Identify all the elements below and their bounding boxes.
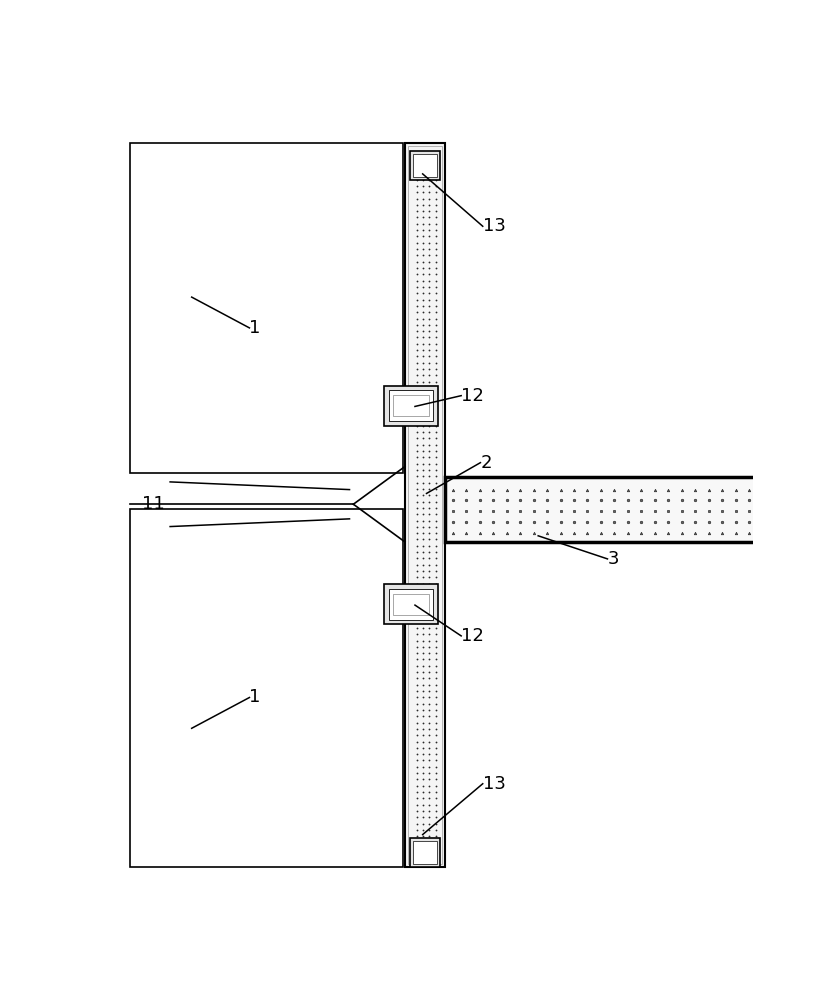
Text: 12: 12 xyxy=(461,627,484,645)
Bar xyxy=(130,509,404,867)
Bar xyxy=(445,477,769,542)
Bar xyxy=(388,390,434,421)
Bar xyxy=(384,386,438,426)
Bar xyxy=(393,594,429,615)
Bar xyxy=(130,143,404,473)
Text: 3: 3 xyxy=(607,550,619,568)
Text: 11: 11 xyxy=(142,495,164,513)
Text: 13: 13 xyxy=(482,775,506,793)
Bar xyxy=(388,589,434,620)
Bar xyxy=(409,838,440,867)
Bar xyxy=(384,584,438,624)
Text: 1: 1 xyxy=(249,688,261,706)
Text: 12: 12 xyxy=(461,387,484,405)
Bar xyxy=(393,395,429,416)
Text: 13: 13 xyxy=(482,217,506,235)
Bar xyxy=(413,154,437,177)
Bar xyxy=(405,143,445,867)
Bar xyxy=(409,151,440,180)
Bar xyxy=(408,146,442,864)
Bar xyxy=(413,841,437,864)
Text: 1: 1 xyxy=(249,319,261,337)
Text: 2: 2 xyxy=(481,454,492,472)
